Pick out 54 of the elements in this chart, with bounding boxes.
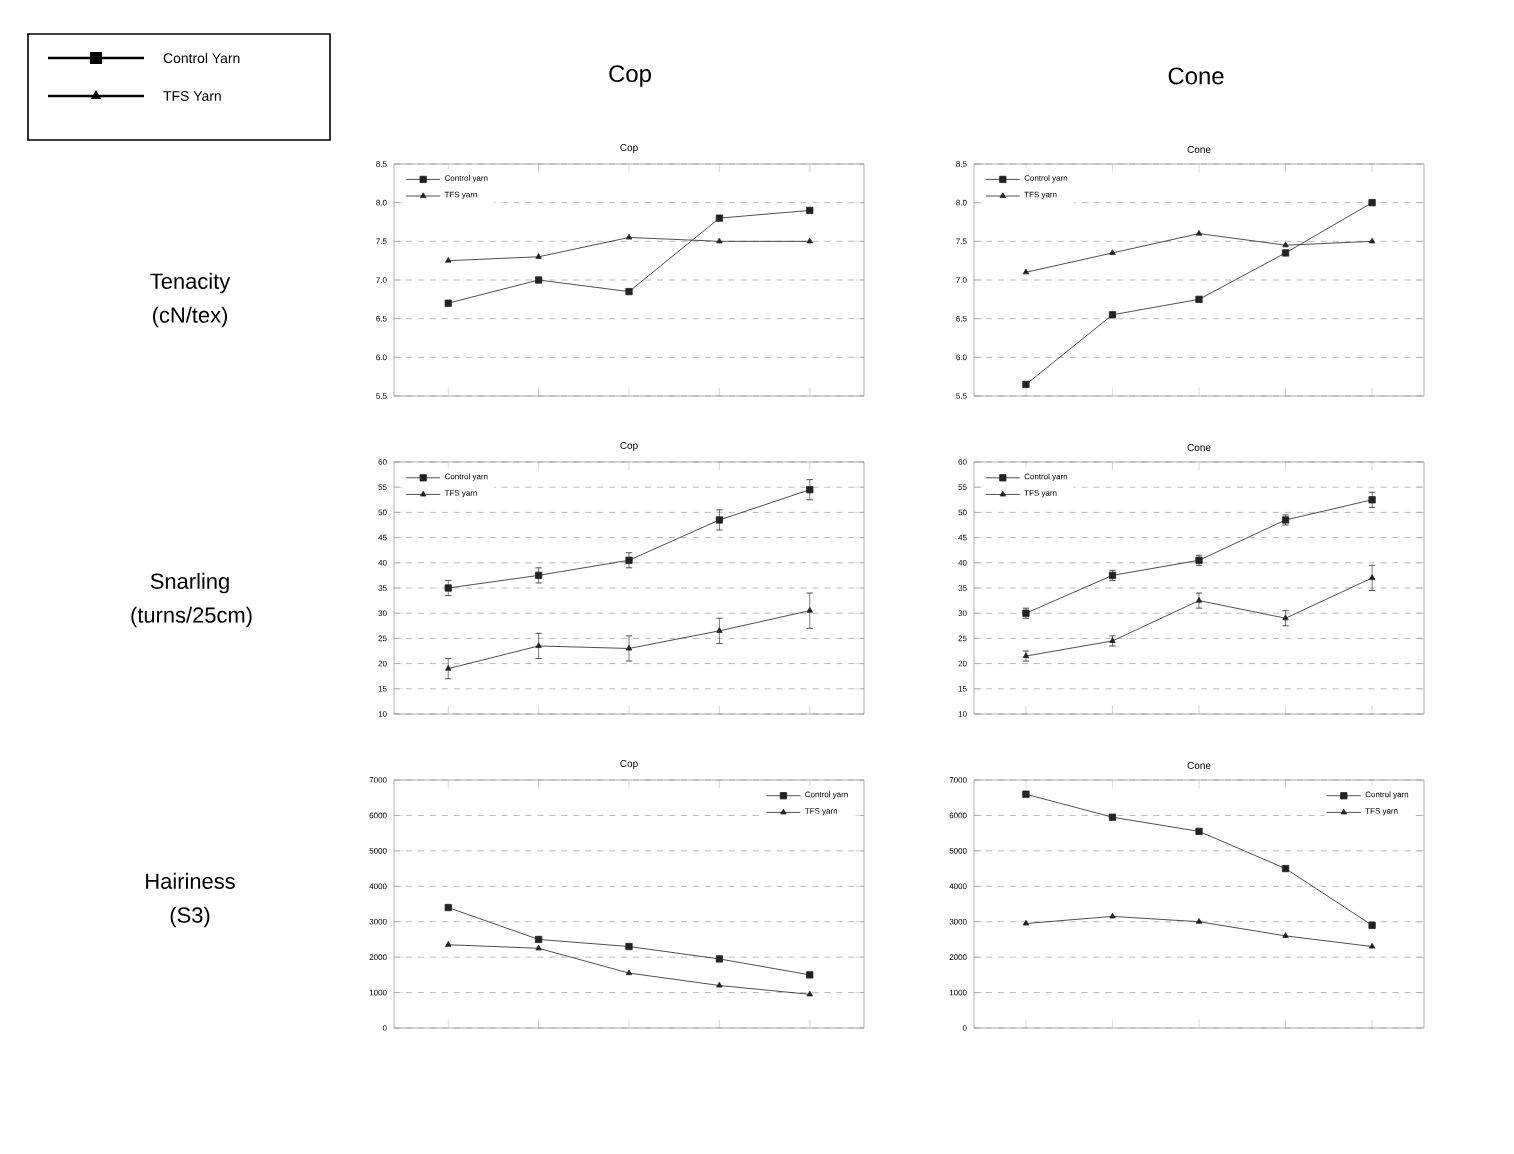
point <box>715 214 723 222</box>
point <box>715 516 723 524</box>
point <box>625 233 633 240</box>
point <box>1368 921 1376 929</box>
point <box>1195 295 1203 303</box>
point <box>445 665 452 671</box>
point <box>444 903 452 912</box>
point <box>1022 790 1030 798</box>
point <box>1022 380 1030 388</box>
point <box>1282 932 1289 938</box>
point <box>1368 574 1376 580</box>
point <box>1368 942 1376 949</box>
point <box>806 206 814 214</box>
point <box>1108 813 1117 821</box>
point <box>1109 249 1116 255</box>
point <box>716 627 723 633</box>
text: Cone <box>1168 67 1224 85</box>
point <box>1109 912 1116 919</box>
point <box>1022 268 1030 275</box>
text: Tenacity (cN/tex) <box>150 272 231 328</box>
point <box>535 276 543 284</box>
point <box>535 944 542 951</box>
text: Hairiness (S3) <box>146 872 235 928</box>
point <box>1368 237 1376 244</box>
point <box>1281 864 1290 873</box>
point <box>1108 311 1117 319</box>
point <box>1195 597 1203 603</box>
point <box>716 237 723 244</box>
point <box>535 253 542 259</box>
text: Snarling (turns/25cm) <box>131 572 252 628</box>
point <box>1195 827 1203 835</box>
point <box>445 257 452 263</box>
point <box>806 990 813 997</box>
point <box>806 486 814 494</box>
point <box>445 941 452 947</box>
point <box>1195 918 1203 924</box>
point <box>716 981 723 988</box>
text: Cop <box>609 65 651 87</box>
point <box>1022 919 1030 926</box>
point <box>625 969 633 976</box>
point <box>444 299 452 307</box>
point <box>1195 230 1203 236</box>
point <box>806 237 813 244</box>
point <box>806 971 814 979</box>
point <box>535 935 543 944</box>
point <box>535 642 542 648</box>
point <box>1368 199 1376 207</box>
point <box>806 607 813 613</box>
point <box>625 942 633 951</box>
point <box>715 955 723 963</box>
point <box>1282 241 1289 248</box>
point <box>625 644 633 651</box>
point <box>625 288 633 296</box>
point <box>1281 249 1290 257</box>
